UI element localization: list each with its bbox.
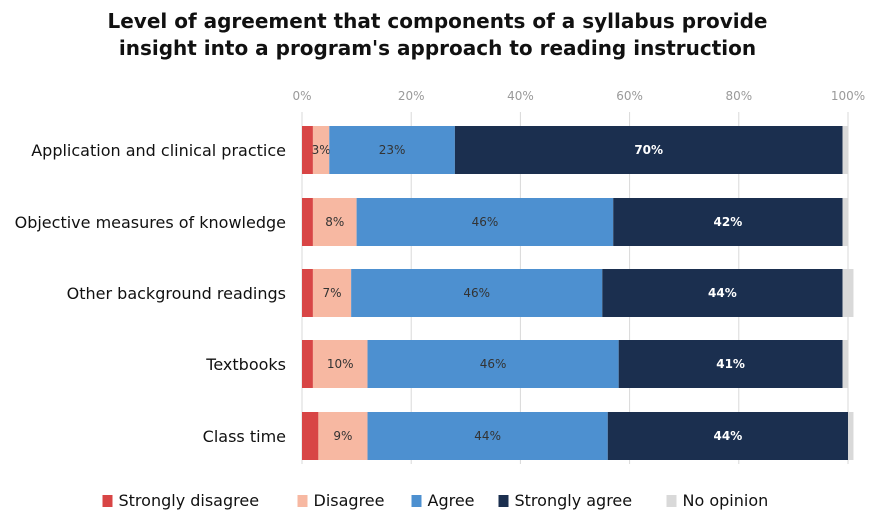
data-label: 23%: [379, 143, 406, 157]
bar-segment: [318, 412, 368, 460]
bar-segment: [302, 126, 313, 174]
bar-segment: [607, 412, 848, 460]
bar-segment: [312, 198, 357, 246]
bar-segment: [842, 269, 854, 317]
bar-segment: [312, 126, 330, 174]
chart-title-line-2: insight into a program's approach to rea…: [118, 36, 757, 60]
bar-segment: [454, 126, 843, 174]
data-label: 42%: [714, 215, 743, 229]
legend-swatch: [102, 495, 113, 507]
bar-segment: [618, 340, 843, 388]
legend: Strongly disagree Disagree Agree Strongly a…: [102, 491, 769, 510]
x-tick-label: 60%: [616, 89, 643, 103]
data-label: 9%: [333, 429, 352, 443]
data-label: 44%: [474, 429, 501, 443]
data-label: 7%: [323, 286, 342, 300]
bar-segment: [329, 126, 455, 174]
data-label: 41%: [716, 357, 745, 371]
bar-segment: [842, 340, 848, 388]
bar-segment: [367, 412, 608, 460]
data-label: 10%: [327, 357, 354, 371]
x-tick-label: 80%: [725, 89, 752, 103]
data-label: 70%: [634, 143, 663, 157]
bars: 3% 23% 70% 8% 46% 42% 7% 46% 44% 10% 46% 41% 9% 44% 44…: [302, 126, 854, 460]
bar-segment: [302, 412, 319, 460]
legend-swatch: [297, 495, 308, 507]
data-label: 46%: [463, 286, 490, 300]
chart-title: Level of agreement that components of a …: [0, 8, 875, 62]
bar-segment: [842, 198, 848, 246]
x-tick-label: 100%: [831, 89, 865, 103]
x-tick-label: 20%: [398, 89, 425, 103]
x-tick-label: 40%: [507, 89, 534, 103]
legend-label: Disagree: [314, 491, 385, 510]
legend-label: Strongly disagree: [119, 491, 260, 510]
chart-title-line-1: Level of agreement that components of a …: [107, 9, 768, 33]
category-label: Objective measures of knowledge: [15, 213, 286, 232]
legend-label: Agree: [428, 491, 475, 510]
legend-label: No opinion: [683, 491, 769, 510]
category-label: Application and clinical practice: [31, 141, 286, 160]
data-label: 44%: [708, 286, 737, 300]
data-label: 8%: [325, 215, 344, 229]
bar-segment: [312, 269, 352, 317]
bar-segment: [602, 269, 843, 317]
legend-swatch: [411, 495, 422, 507]
category-label: Textbooks: [205, 355, 286, 374]
bar-segment: [356, 198, 614, 246]
category-label: Class time: [203, 427, 286, 446]
category-labels: Application and clinical practice Objecti…: [15, 141, 286, 446]
bar-segment: [848, 412, 854, 460]
bar-segment: [613, 198, 843, 246]
data-label: 44%: [714, 429, 743, 443]
legend-swatch: [666, 495, 677, 507]
legend-label: Strongly agree: [515, 491, 633, 510]
bar-segment: [302, 269, 313, 317]
data-label: 46%: [480, 357, 507, 371]
x-axis-ticks: 0% 20% 40% 60% 80% 100%: [292, 89, 865, 103]
bar-segment: [302, 198, 313, 246]
category-label: Other background readings: [67, 284, 286, 303]
legend-swatch: [498, 495, 509, 507]
bar-segment: [367, 340, 619, 388]
bar-segment: [351, 269, 603, 317]
data-label: 3%: [312, 143, 331, 157]
x-tick-label: 0%: [292, 89, 311, 103]
bar-segment: [302, 340, 313, 388]
bar-segment: [842, 126, 848, 174]
data-label: 46%: [472, 215, 499, 229]
bar-segment: [312, 340, 368, 388]
